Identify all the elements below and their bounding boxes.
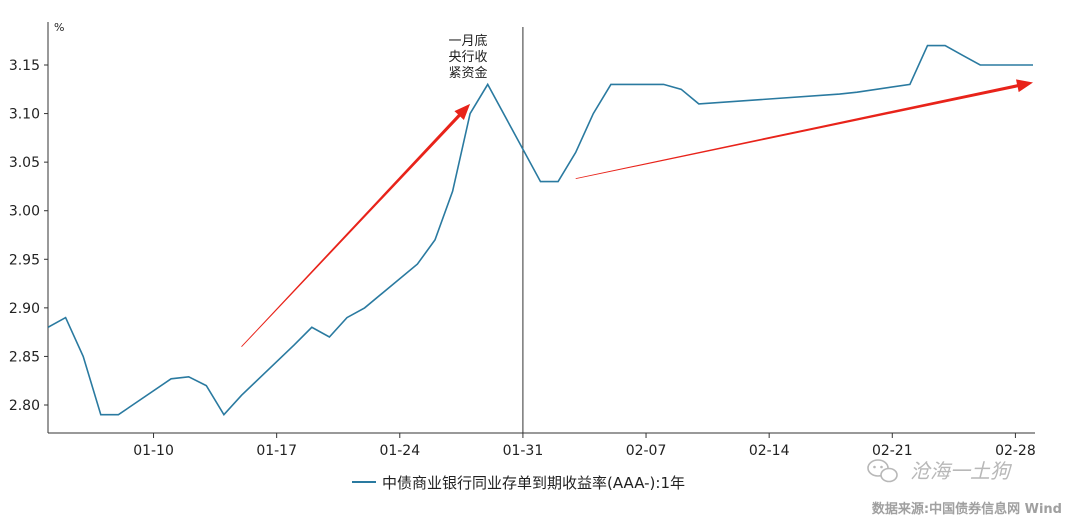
x-tick-label: 02-28 — [995, 443, 1036, 459]
y-tick-label: 3.10 — [9, 107, 40, 123]
watermark-text: 沧海一土狗 — [910, 459, 1013, 483]
x-tick-label: 01-10 — [133, 443, 174, 459]
legend: 中债商业银行同业存单到期收益率(AAA-):1年 — [352, 474, 685, 492]
x-ticks: 01-10 01-17 01-24 01-31 02-07 02-14 02-21 02-28 — [133, 433, 1036, 459]
trend-arrow — [241, 103, 471, 348]
source-text: 数据来源:中国债券信息网 Wind — [872, 501, 1062, 517]
x-tick-label: 02-14 — [749, 443, 790, 459]
annotation-line-1: 一月底 — [448, 33, 487, 49]
y-tick-label: 2.85 — [9, 349, 40, 365]
annotation: 一月底 央行收 紧资金 — [448, 33, 487, 81]
legend-label: 中债商业银行同业存单到期收益率(AAA-):1年 — [382, 474, 685, 492]
y-tick-label: 3.15 — [9, 58, 40, 74]
series-line — [48, 44, 1033, 417]
y-tick-label: 2.90 — [9, 301, 40, 317]
arrows — [241, 79, 1033, 348]
x-tick-label: 02-07 — [626, 443, 667, 459]
y-tick-label: 2.95 — [9, 252, 40, 268]
y-tick-label: 2.80 — [9, 398, 40, 414]
y-ticks: 3.15 3.10 3.05 3.00 2.95 2.90 2.85 2.80 — [9, 58, 48, 414]
x-tick-label: 01-24 — [379, 443, 420, 459]
y-axis-unit: % — [54, 21, 64, 34]
watermark: 沧海一土狗 — [867, 459, 1013, 483]
x-tick-label: 01-17 — [256, 443, 297, 459]
annotation-line-2: 央行收 — [448, 50, 487, 65]
x-tick-label: 02-21 — [872, 443, 913, 459]
annotation-line-3: 紧资金 — [448, 65, 487, 81]
x-tick-label: 01-31 — [503, 443, 544, 459]
wechat-icon — [867, 459, 898, 483]
trend-arrow — [575, 79, 1033, 179]
y-tick-label: 3.05 — [9, 155, 40, 171]
y-tick-label: 3.00 — [9, 204, 40, 220]
